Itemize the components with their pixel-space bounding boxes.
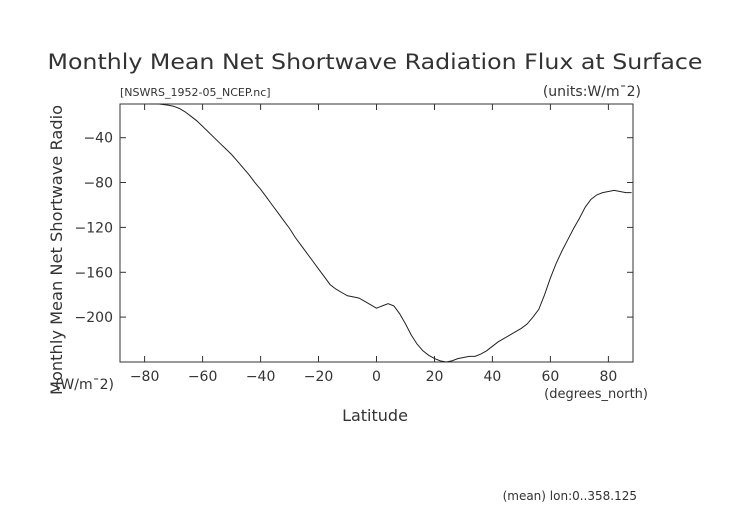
x-axis-units-label: (degrees_north) xyxy=(544,387,648,402)
x-tick-label: −40 xyxy=(246,369,276,385)
units-label: (units:W/m¯2) xyxy=(543,84,641,100)
y-tick-label: −120 xyxy=(75,220,113,236)
y-tick-label: −160 xyxy=(75,265,113,281)
chart-title: Monthly Mean Net Shortwave Radiation Flu… xyxy=(48,50,703,74)
y-tick-label: −200 xyxy=(75,310,113,326)
x-tick-label: 80 xyxy=(599,369,617,385)
x-tick-label: 0 xyxy=(372,369,381,385)
x-tick-label: 20 xyxy=(426,369,444,385)
series-line xyxy=(150,103,632,363)
source-file-label: [NSWRS_1952-05_NCEP.nc] xyxy=(120,86,271,99)
x-tick-label: −60 xyxy=(188,369,218,385)
plot-frame xyxy=(119,103,634,363)
y-axis-units-label: (W/m¯2) xyxy=(55,377,114,393)
x-axis-ticks: −80 −60 −40 −20 0 20 40 60 80 xyxy=(130,104,617,385)
y-axis-ticks: −40 −80 −120 −160 −200 xyxy=(75,131,633,326)
x-axis-label: Latitude xyxy=(342,406,408,425)
footer-note: (mean) lon:0..358.125 xyxy=(503,489,637,503)
y-tick-label: −80 xyxy=(83,176,113,192)
x-tick-label: 60 xyxy=(541,369,559,385)
y-axis-label: Monthly Mean Net Shortwave Radio xyxy=(47,105,66,395)
x-tick-label: −80 xyxy=(130,369,160,385)
y-tick-label: −40 xyxy=(83,131,113,147)
x-tick-label: 40 xyxy=(483,369,501,385)
x-tick-label: −20 xyxy=(304,369,334,385)
